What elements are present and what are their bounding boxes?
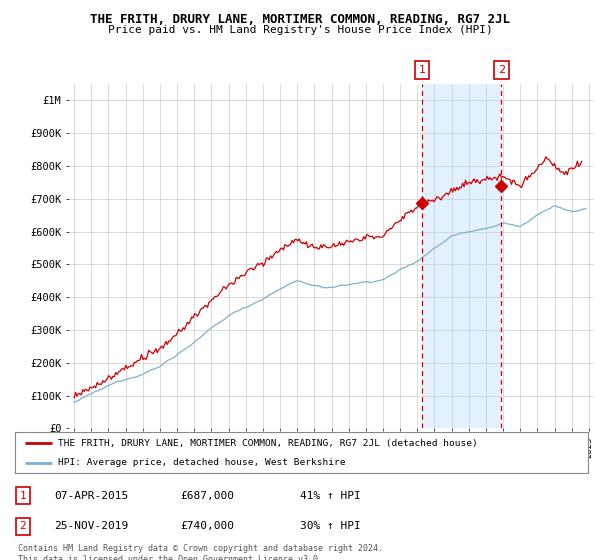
Text: 30% ↑ HPI: 30% ↑ HPI [300,521,361,531]
Text: Contains HM Land Registry data © Crown copyright and database right 2024.
This d: Contains HM Land Registry data © Crown c… [18,544,383,560]
Bar [422,84,502,428]
Text: 2: 2 [498,65,505,75]
Text: 1: 1 [418,65,425,75]
Text: THE FRITH, DRURY LANE, MORTIMER COMMON, READING, RG7 2JL: THE FRITH, DRURY LANE, MORTIMER COMMON, … [90,13,510,26]
Text: 2: 2 [19,521,26,531]
Text: £740,000: £740,000 [180,521,234,531]
Text: 41% ↑ HPI: 41% ↑ HPI [300,491,361,501]
Text: HPI: Average price, detached house, West Berkshire: HPI: Average price, detached house, West… [58,459,346,468]
Text: 07-APR-2015: 07-APR-2015 [54,491,128,501]
Text: £687,000: £687,000 [180,491,234,501]
Text: 1: 1 [19,491,26,501]
Text: 25-NOV-2019: 25-NOV-2019 [54,521,128,531]
Text: THE FRITH, DRURY LANE, MORTIMER COMMON, READING, RG7 2JL (detached house): THE FRITH, DRURY LANE, MORTIMER COMMON, … [58,439,478,448]
Text: Price paid vs. HM Land Registry's House Price Index (HPI): Price paid vs. HM Land Registry's House … [107,25,493,35]
